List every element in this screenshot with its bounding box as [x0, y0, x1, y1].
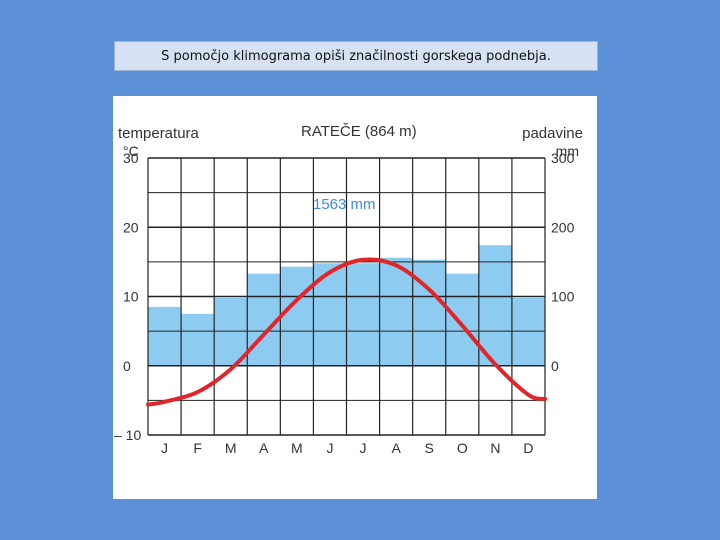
precipitation-bar [148, 306, 182, 366]
precipitation-bar [412, 259, 446, 366]
precipitation-bar [181, 313, 215, 366]
temperature-line [146, 257, 547, 407]
precipitation-bar [346, 263, 380, 366]
left-axis-tick: 10 [123, 289, 139, 305]
month-label: A [259, 440, 269, 456]
right-axis-tick: 100 [551, 289, 575, 305]
left-axis-tick: – 10 [114, 427, 141, 443]
slide-title: S pomočjo klimograma opiši značilnosti g… [114, 41, 598, 71]
precipitation-total-annotation: 1563 mm [313, 196, 376, 213]
climograph-chart: temperatura °C RATEČE (864 m) padavine m… [114, 123, 583, 456]
month-label: F [193, 440, 202, 456]
precipitation-bar [214, 297, 248, 366]
month-label: J [326, 440, 333, 456]
month-label: S [425, 440, 434, 456]
climograph-card: temperatura °C RATEČE (864 m) padavine m… [113, 96, 597, 499]
right-axis-unit: mm [556, 143, 579, 159]
precipitation-bar [247, 273, 281, 366]
month-label: D [523, 440, 533, 456]
month-label: O [457, 440, 468, 456]
left-axis-label: temperatura [118, 125, 200, 142]
month-label: J [161, 440, 168, 456]
chart-title: RATEČE (864 m) [301, 123, 417, 140]
precipitation-bar [379, 257, 413, 366]
precipitation-bar [478, 245, 512, 366]
right-axis-label: padavine [522, 125, 583, 142]
month-label: J [360, 440, 367, 456]
right-axis-tick: 300 [551, 150, 575, 166]
month-label: N [490, 440, 500, 456]
right-axis-tick: 0 [551, 358, 559, 374]
left-axis-unit: °C [123, 143, 139, 159]
left-axis-tick: 0 [123, 358, 131, 374]
left-axis-tick: 20 [123, 219, 139, 235]
right-axis-tick: 200 [551, 219, 575, 235]
month-label: A [391, 440, 401, 456]
month-label: M [225, 440, 237, 456]
precipitation-bar [511, 297, 545, 366]
month-label: M [291, 440, 303, 456]
left-axis-tick: 30 [123, 150, 139, 166]
precipitation-bar [445, 273, 479, 366]
precipitation-bar [280, 266, 314, 366]
